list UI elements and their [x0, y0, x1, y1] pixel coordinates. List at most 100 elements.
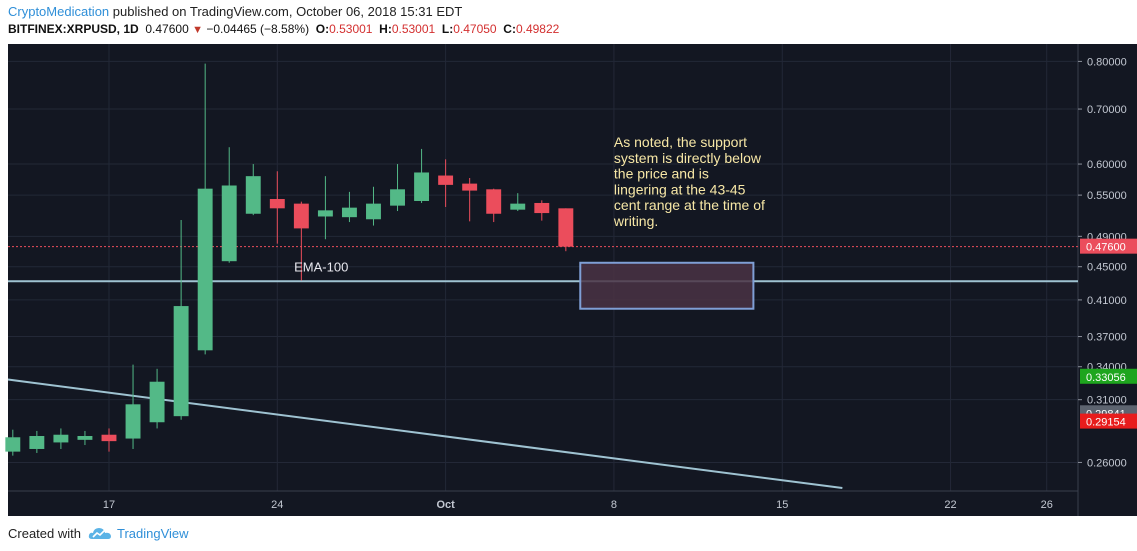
candle [77, 430, 93, 446]
candle-body [149, 381, 165, 423]
high-label: H: [379, 22, 392, 36]
chart-header: CryptoMedication published on TradingVie… [0, 0, 1137, 44]
price-badge-label: 0.33056 [1086, 372, 1126, 384]
price-badge-label: 0.29154 [1086, 417, 1126, 429]
author-link[interactable]: CryptoMedication [8, 4, 110, 19]
candle-body [197, 188, 213, 351]
price-badge [1080, 238, 1137, 254]
candle-body [341, 207, 357, 218]
candle-body [510, 203, 526, 210]
annotation-line: lingering at the 43-45 [614, 181, 746, 197]
candle [5, 429, 21, 456]
candle-body [317, 210, 333, 217]
candle [269, 171, 285, 244]
candle [558, 208, 574, 252]
candle-body [53, 434, 69, 443]
created-with-text: Created with [8, 526, 81, 541]
candle [486, 188, 502, 223]
trendline-segment [7, 378, 843, 490]
low-label: L: [441, 22, 454, 36]
price-badge [1080, 368, 1137, 384]
annotation-line: writing. [613, 213, 658, 229]
candle [149, 368, 165, 429]
time-axis-label: Oct [436, 499, 455, 511]
price-badge-label: 0.47600 [1086, 242, 1126, 254]
candle [341, 191, 357, 223]
plot-background [8, 44, 1078, 516]
candle-body [125, 404, 141, 439]
annotation-line: system is directly below [614, 150, 762, 166]
trendline [7, 378, 843, 490]
candle-body [5, 437, 21, 452]
candle [173, 219, 189, 420]
annotation-line: the price and is [614, 166, 709, 182]
candle-body [414, 172, 430, 201]
price-axis-label: 0.70000 [1087, 104, 1127, 116]
candle [366, 186, 381, 226]
publish-text: published on TradingView.com, October 06… [112, 4, 463, 19]
candle-body [269, 199, 285, 209]
price-axis-label: 0.26000 [1087, 457, 1127, 469]
candle [390, 164, 405, 212]
candle [293, 201, 309, 281]
time-axis-label: 17 [103, 499, 115, 511]
ema-100-label: EMA-100 [294, 259, 348, 274]
candle-body [438, 175, 454, 185]
close-label: C: [503, 22, 516, 36]
time-axis-label: 8 [611, 499, 617, 511]
chart-footer: Created with TradingView [0, 516, 1137, 551]
candle-body [221, 185, 237, 262]
candle-body [173, 306, 189, 417]
annotation-line: As noted, the support [614, 134, 747, 150]
candle [534, 200, 550, 221]
price-axis-label: 0.80000 [1087, 56, 1127, 68]
price-chart[interactable]: EMA-100 As noted, the support system is di… [0, 44, 1137, 516]
high-value: 0.53001 [391, 22, 436, 36]
price-axis-background [1078, 44, 1137, 516]
time-axis-label: 15 [776, 499, 788, 511]
price-axis-label: 0.55000 [1087, 190, 1127, 202]
time-axis: 17 24 Oct 8 15 22 26 [103, 499, 1053, 511]
candle-body [534, 202, 550, 214]
candle-body [486, 189, 502, 214]
price-axis: 0.800000.700000.600000.550000.490000.450… [1078, 56, 1137, 469]
candle [510, 193, 526, 212]
candle-body [245, 176, 261, 214]
price-axis-label: 0.45000 [1087, 262, 1127, 274]
price-axis-label: 0.37000 [1087, 332, 1127, 344]
low-value: 0.47050 [453, 22, 497, 36]
tradingview-link[interactable]: TradingView [117, 526, 189, 541]
open-label: O: [315, 22, 330, 36]
candle-body [462, 183, 478, 191]
price-change: −0.04465 (−8.58%) [206, 22, 310, 36]
publish-info: CryptoMedication published on TradingVie… [8, 4, 462, 19]
price-axis-label: 0.31000 [1087, 395, 1127, 407]
candle-body [293, 203, 309, 229]
close-value: 0.49822 [515, 22, 560, 36]
time-axis-label: 24 [271, 499, 283, 511]
candle [197, 63, 213, 355]
candle [53, 428, 69, 449]
open-value: 0.53001 [329, 22, 373, 36]
candle [245, 164, 261, 216]
price-axis-label: 0.41000 [1087, 295, 1127, 307]
ohlc-legend: BITFINEX:XRPUSD, 1D 0.47600 ▼ −0.04465 (… [8, 22, 559, 36]
candle [101, 428, 117, 452]
down-arrow-icon: ▼ [192, 24, 203, 36]
candle-body [558, 208, 574, 247]
candle [462, 178, 478, 222]
candle [317, 176, 333, 240]
candle [438, 159, 454, 207]
candle-body [101, 434, 117, 442]
support-zone-box [579, 261, 755, 310]
time-axis-label: 22 [944, 499, 956, 511]
price-axis-label: 0.60000 [1087, 159, 1127, 171]
candle-body [366, 203, 381, 220]
symbol-label: BITFINEX:XRPUSD, 1D [8, 22, 139, 36]
tradingview-cloud-icon [88, 528, 111, 539]
support-zone-rect [579, 261, 755, 310]
candle-body [29, 435, 45, 449]
price-badge [1080, 413, 1137, 429]
